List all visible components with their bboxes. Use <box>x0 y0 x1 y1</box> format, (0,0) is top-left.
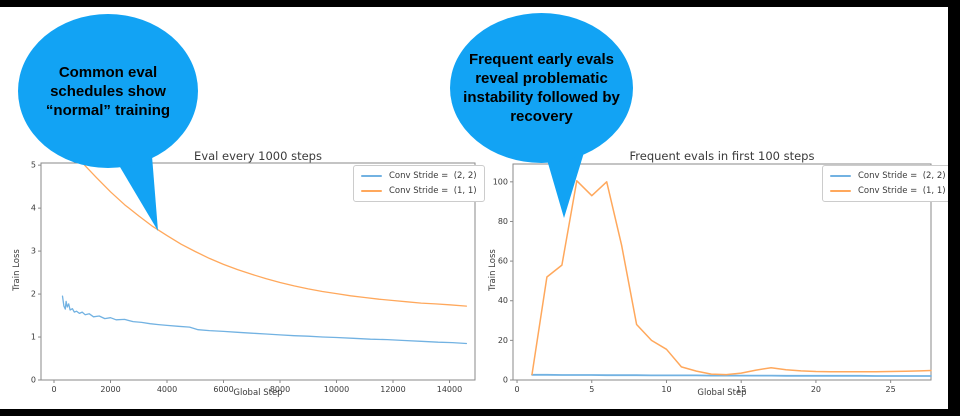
x-tick-label: 25 <box>886 385 896 394</box>
y-tick-label: 0 <box>503 376 508 385</box>
x-tick-label: 20 <box>811 385 821 394</box>
speech-bubble-tail-left <box>117 156 158 231</box>
x-tick-label: 12000 <box>380 385 405 394</box>
x-axis-label-right: Global Step <box>697 388 747 398</box>
speech-bubble-left: Common eval schedules show “normal” trai… <box>18 14 198 168</box>
x-tick-label: 2000 <box>100 385 120 394</box>
y-tick-label: 4 <box>31 204 36 213</box>
legend-line-icon <box>361 175 382 177</box>
y-tick-label: 0 <box>31 376 36 385</box>
frame-strip-right <box>948 0 960 416</box>
y-tick-label: 1 <box>31 333 36 342</box>
legend-row: Conv Stride = (2, 2) <box>361 171 477 181</box>
y-tick-label: 20 <box>498 336 508 345</box>
x-tick-label: 5 <box>589 385 594 394</box>
frame-strip-top <box>0 0 960 7</box>
x-tick-label: 10000 <box>324 385 349 394</box>
legend-line-icon <box>361 190 382 192</box>
speech-bubble-right: Frequent early evals reveal problematic … <box>450 13 633 163</box>
y-tick-label: 40 <box>498 296 508 305</box>
series-line <box>83 164 468 307</box>
y-tick-label: 5 <box>31 161 36 170</box>
series-line <box>61 295 468 345</box>
chart-title-right: Frequent evals in first 100 steps <box>629 149 815 163</box>
plot-frame <box>512 163 932 381</box>
x-tick-label: 0 <box>514 385 519 394</box>
legend-label: Conv Stride = (1, 1) <box>858 186 946 196</box>
legend-label: Conv Stride = (2, 2) <box>389 171 477 181</box>
y-tick-label: 60 <box>498 257 508 266</box>
x-tick-label: 6000 <box>213 385 233 394</box>
frame-strip-bottom <box>0 409 960 416</box>
speech-bubble-tail-right <box>543 146 586 218</box>
legend-row: Conv Stride = (2, 2) <box>830 171 946 181</box>
legend-row: Conv Stride = (1, 1) <box>830 186 946 196</box>
x-axis-label-left: Global Step <box>233 388 283 398</box>
y-tick-label: 100 <box>493 177 508 186</box>
y-tick-label: 2 <box>31 290 36 299</box>
x-tick-label: 14000 <box>437 385 462 394</box>
y-tick-label: 80 <box>498 217 508 226</box>
x-tick-label: 4000 <box>157 385 177 394</box>
x-tick-label: 10 <box>661 385 671 394</box>
series-line <box>531 180 932 376</box>
series-line <box>531 373 932 377</box>
x-tick-label: 0 <box>51 385 56 394</box>
x-tick-label: 8000 <box>270 385 290 394</box>
legend-label: Conv Stride = (1, 1) <box>389 186 477 196</box>
x-tick-label: 15 <box>736 385 746 394</box>
legend-line-icon <box>830 190 851 192</box>
y-tick-label: 3 <box>31 247 36 256</box>
legend-label: Conv Stride = (2, 2) <box>858 171 946 181</box>
chart-title-left: Eval every 1000 steps <box>194 149 322 163</box>
legend-row: Conv Stride = (1, 1) <box>361 186 477 196</box>
legend-line-icon <box>830 175 851 177</box>
legend-left: Conv Stride = (2, 2) Conv Stride = (1, 1… <box>353 165 485 202</box>
legend-right: Conv Stride = (2, 2) Conv Stride = (1, 1… <box>822 165 954 202</box>
plot-frame <box>40 162 476 381</box>
